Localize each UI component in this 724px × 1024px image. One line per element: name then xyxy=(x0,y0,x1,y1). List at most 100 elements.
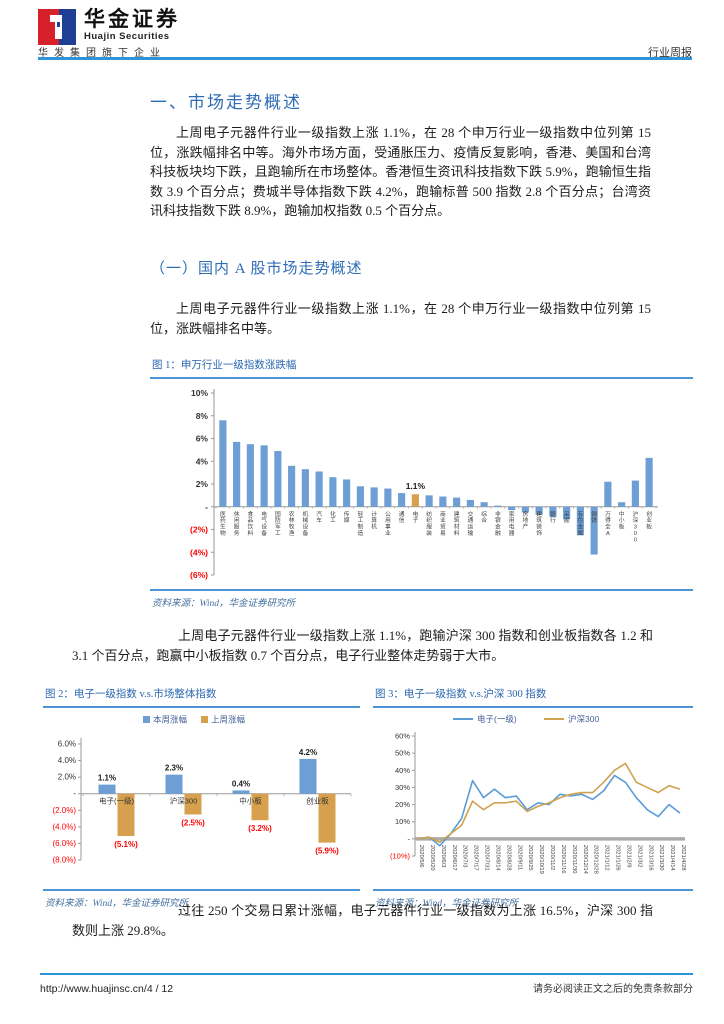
svg-text:20%: 20% xyxy=(395,800,410,809)
svg-text:纺织服装: 纺织服装 xyxy=(426,510,432,537)
figure-1-caption: 图 1：申万行业一级指数涨跌幅 xyxy=(150,355,693,379)
svg-text:汽车: 汽车 xyxy=(316,510,322,524)
svg-text:采掘: 采掘 xyxy=(564,510,570,524)
svg-text:公用事业: 公用事业 xyxy=(385,511,391,537)
report-type-label: 行业周报 xyxy=(648,47,692,59)
svg-text:0.4%: 0.4% xyxy=(232,779,250,788)
paragraph-a-share: 上周电子元器件行业一级指数上涨 1.1%，在 28 个申万行业一级指数中位列第 … xyxy=(150,301,651,336)
svg-text:传媒: 传媒 xyxy=(344,510,350,524)
svg-text:-: - xyxy=(73,789,76,798)
svg-text:轻工制造: 轻工制造 xyxy=(357,510,363,537)
svg-text:2021/4/28: 2021/4/28 xyxy=(680,845,686,871)
svg-text:2020/11/30: 2020/11/30 xyxy=(571,845,577,874)
paragraph-overview: 上周电子元器件行业一级指数上涨 1.1%，在 28 个申万行业一级指数中位列第 … xyxy=(150,125,651,218)
svg-text:商业贸易: 商业贸易 xyxy=(440,510,446,537)
svg-text:计算机: 计算机 xyxy=(371,510,377,531)
group-tagline: 华发集团旗下企业 xyxy=(38,48,166,59)
footer-page-number: 4 / 12 xyxy=(146,983,174,995)
svg-text:化工: 化工 xyxy=(330,510,336,524)
svg-text:2.0%: 2.0% xyxy=(58,773,76,782)
svg-text:2021/2/9: 2021/2/9 xyxy=(625,845,631,868)
svg-text:(5.1%): (5.1%) xyxy=(114,840,138,849)
svg-text:通信: 通信 xyxy=(399,510,405,524)
svg-text:(2%): (2%) xyxy=(190,525,208,535)
svg-text:2.3%: 2.3% xyxy=(165,764,183,773)
svg-text:2020/9/11: 2020/9/11 xyxy=(516,845,522,870)
svg-text:2020/7/31: 2020/7/31 xyxy=(484,845,490,871)
svg-text:中小板: 中小板 xyxy=(239,796,262,806)
svg-text:(5.9%): (5.9%) xyxy=(315,847,339,856)
svg-text:(4.0%): (4.0%) xyxy=(52,822,76,831)
svg-text:上周涨幅: 上周涨幅 xyxy=(211,715,246,725)
svg-text:建筑材料: 建筑材料 xyxy=(454,510,460,537)
svg-text:4%: 4% xyxy=(196,456,209,466)
svg-text:(2.5%): (2.5%) xyxy=(181,818,205,827)
header-divider xyxy=(38,57,692,60)
svg-text:中小板: 中小板 xyxy=(619,510,625,531)
svg-text:房地产: 房地产 xyxy=(522,510,528,531)
footer-disclaimer: 请务必阅读正文之后的免责条款部分 xyxy=(533,984,693,995)
svg-text:2020/7/3: 2020/7/3 xyxy=(462,845,468,868)
figure-1-source: 资料来源：Wind，华金证券研究所 xyxy=(152,599,296,609)
svg-text:电子(一级): 电子(一级) xyxy=(477,714,517,724)
svg-text:2020/5/20: 2020/5/20 xyxy=(429,845,435,871)
svg-text:2020/12/28: 2020/12/28 xyxy=(593,845,599,874)
svg-text:(8.0%): (8.0%) xyxy=(52,856,76,865)
svg-text:农林牧渔: 农林牧渔 xyxy=(289,510,295,537)
svg-text:(3.2%): (3.2%) xyxy=(248,824,272,833)
svg-text:2020/5/6: 2020/5/6 xyxy=(418,845,424,868)
svg-text:(4%): (4%) xyxy=(190,547,208,557)
svg-text:(6.0%): (6.0%) xyxy=(52,839,76,848)
header-logo: 华金证券 Huajin Securities xyxy=(38,9,180,45)
sw-industry-bar-chart: 10% 8% 6% 4% 2% - (2%) (4%) (6%) 医药生物 休闲服务 食品饮料 电气设备… xyxy=(190,388,658,580)
footer-divider xyxy=(40,973,693,975)
svg-text:2021/4/14: 2021/4/14 xyxy=(669,845,675,872)
figure-3-source: 资料来源：Wind，华金证券研究所 xyxy=(375,899,519,909)
svg-text:家用电器: 家用电器 xyxy=(509,510,515,537)
figure-2: 图 2：电子一级指数 v.s.市场整体指数 本周涨幅 上周涨幅 6.0% 4.0% 2.… xyxy=(43,684,360,909)
svg-text:食品饮料: 食品饮料 xyxy=(247,510,253,537)
figure-2-source: 资料来源：Wind，华金证券研究所 xyxy=(45,899,189,909)
svg-text:-: - xyxy=(408,834,411,843)
svg-text:创业板: 创业板 xyxy=(306,796,329,806)
huajin-logo-icon xyxy=(38,9,76,45)
svg-text:(10%): (10%) xyxy=(390,852,411,861)
svg-text:2%: 2% xyxy=(196,479,209,489)
svg-text:本周涨幅: 本周涨幅 xyxy=(153,715,188,725)
svg-text:6%: 6% xyxy=(196,434,209,444)
svg-text:2020/8/14: 2020/8/14 xyxy=(494,845,500,872)
svg-text:(6%): (6%) xyxy=(190,570,208,580)
figure-1-chart-area: 10% 8% 6% 4% 2% - (2%) (4%) (6%) 医药生物 休闲服务 食品饮料 电气设备… xyxy=(150,379,693,591)
svg-text:10%: 10% xyxy=(191,388,208,398)
svg-text:2020/6/3: 2020/6/3 xyxy=(440,845,446,868)
svg-text:休闲服务: 休闲服务 xyxy=(234,510,240,537)
svg-text:银行: 银行 xyxy=(550,510,556,524)
svg-text:2020/8/28: 2020/8/28 xyxy=(505,845,511,871)
footer-url-link[interactable]: http://www.huajinsc.cn/4 / 12 xyxy=(40,983,174,995)
svg-text:钢铁: 钢铁 xyxy=(591,510,597,524)
electronics-vs-hs300-line-chart: 电子(一级) 沪深300 60% 50% 40% 30% 20% 10% - (10%) 2020/… xyxy=(390,714,686,875)
svg-text:2020/7/17: 2020/7/17 xyxy=(473,845,479,871)
paragraph-relative-performance: 上周电子元器件行业一级指数上涨 1.1%，跑输沪深 300 指数和创业板指数各 … xyxy=(72,628,653,663)
footer: http://www.huajinsc.cn/4 / 12 请务必阅读正文之后的… xyxy=(40,979,693,997)
svg-text:2020/9/25: 2020/9/25 xyxy=(527,845,533,871)
svg-text:国防军工: 国防军工 xyxy=(275,511,281,537)
svg-text:2020/6/17: 2020/6/17 xyxy=(451,845,457,871)
brand-name-en: Huajin Securities xyxy=(84,31,170,42)
paragraph-250d-performance: 过往 250 个交易日累计涨幅，电子元器件行业一级指数为上涨 16.5%，沪深 … xyxy=(72,903,653,938)
svg-text:沪深300: 沪深300 xyxy=(170,796,198,806)
svg-text:电子(一级): 电子(一级) xyxy=(99,796,134,806)
svg-text:电气设备: 电气设备 xyxy=(261,510,267,537)
figure-1: 图 1：申万行业一级指数涨跌幅 10% 8% 6% 4% 2% - (2%) (4%) (6%)… xyxy=(150,355,693,609)
figure-3-chart-area: 电子(一级) 沪深300 60% 50% 40% 30% 20% 10% - (10%) 2020/… xyxy=(373,708,693,891)
svg-text:沪深300: 沪深300 xyxy=(632,510,638,544)
svg-text:1.1%: 1.1% xyxy=(98,774,116,783)
svg-text:2021/3/16: 2021/3/16 xyxy=(647,845,653,871)
brand-name-cn: 华金证券 xyxy=(84,8,180,31)
svg-text:创业板: 创业板 xyxy=(646,510,652,531)
svg-text:-: - xyxy=(205,502,208,512)
svg-text:交通运输: 交通运输 xyxy=(467,510,473,537)
svg-text:2021/1/12: 2021/1/12 xyxy=(604,845,610,871)
